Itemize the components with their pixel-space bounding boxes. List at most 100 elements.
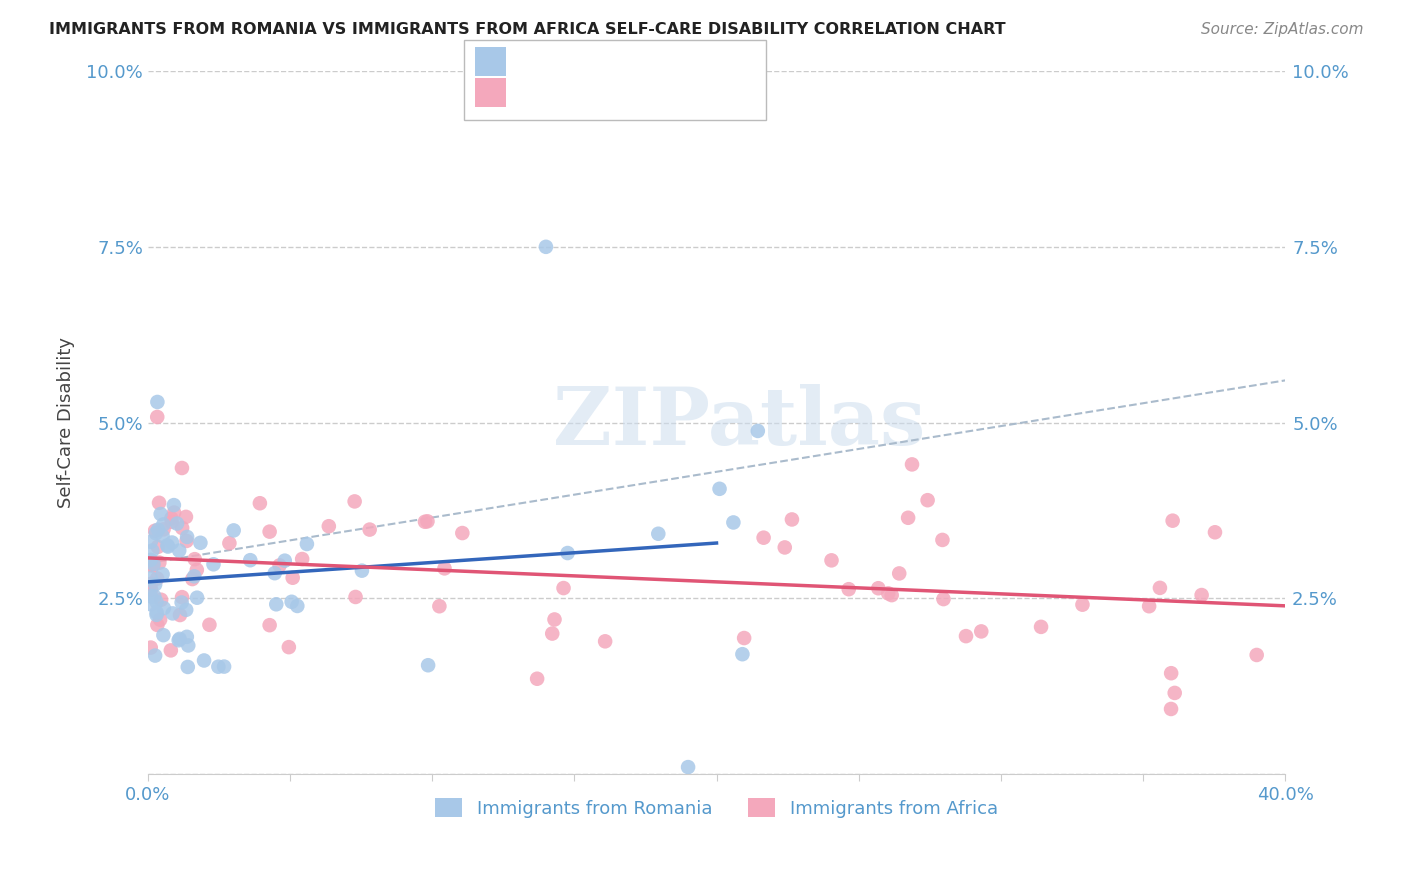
- Point: [139, 571, 162, 585]
- Point: [1137, 599, 1160, 614]
- Point: [344, 590, 367, 604]
- Point: [139, 534, 162, 549]
- Point: [152, 567, 174, 582]
- Point: [139, 640, 162, 655]
- Point: [280, 595, 302, 609]
- Point: [160, 511, 183, 525]
- Text: ZIPatlas: ZIPatlas: [553, 384, 925, 461]
- Point: [167, 633, 190, 648]
- Point: [177, 660, 200, 674]
- Point: [709, 482, 731, 496]
- Point: [553, 581, 575, 595]
- Point: [541, 626, 564, 640]
- Point: [838, 582, 860, 597]
- Point: [145, 606, 167, 620]
- Point: [167, 543, 190, 558]
- Point: [534, 240, 557, 254]
- Point: [169, 607, 191, 622]
- Point: [149, 507, 172, 521]
- Point: [291, 552, 314, 566]
- Text: R =   0.125   N = 62: R = 0.125 N = 62: [515, 53, 696, 70]
- Point: [141, 543, 163, 558]
- Point: [451, 526, 474, 541]
- Point: [880, 588, 903, 602]
- Point: [145, 595, 167, 609]
- Point: [139, 558, 162, 573]
- Point: [170, 590, 193, 604]
- Point: [218, 536, 240, 550]
- Point: [148, 496, 170, 510]
- Point: [139, 589, 162, 603]
- Y-axis label: Self-Care Disability: Self-Care Disability: [58, 337, 75, 508]
- Point: [143, 648, 166, 663]
- Point: [146, 540, 169, 554]
- Point: [152, 529, 174, 543]
- Point: [259, 524, 281, 539]
- Point: [723, 516, 745, 530]
- Text: R = -0.063   N = 79: R = -0.063 N = 79: [515, 84, 692, 102]
- Point: [146, 523, 169, 537]
- Point: [429, 599, 451, 614]
- Point: [207, 659, 229, 673]
- Point: [193, 653, 215, 667]
- Point: [1163, 686, 1185, 700]
- Point: [269, 558, 291, 573]
- Point: [901, 458, 924, 472]
- Point: [239, 553, 262, 567]
- Point: [139, 577, 162, 591]
- Point: [183, 552, 205, 566]
- Point: [350, 564, 373, 578]
- Point: [897, 510, 920, 524]
- Point: [152, 628, 174, 642]
- Point: [183, 569, 205, 583]
- Point: [731, 647, 754, 661]
- Point: [1029, 620, 1052, 634]
- Point: [359, 523, 381, 537]
- Point: [145, 526, 167, 541]
- Point: [145, 607, 167, 622]
- Point: [176, 533, 198, 548]
- Point: [148, 556, 170, 570]
- Point: [931, 533, 953, 547]
- Point: [222, 524, 245, 538]
- Point: [177, 639, 200, 653]
- Point: [259, 618, 281, 632]
- Point: [153, 601, 176, 615]
- Point: [733, 631, 755, 645]
- Point: [143, 590, 166, 604]
- Point: [1161, 514, 1184, 528]
- Point: [139, 597, 162, 611]
- Point: [146, 395, 169, 409]
- Point: [780, 512, 803, 526]
- Point: [142, 557, 165, 571]
- Point: [149, 613, 172, 627]
- Point: [163, 498, 186, 512]
- Point: [1071, 598, 1094, 612]
- Point: [1160, 666, 1182, 681]
- Point: [747, 424, 769, 438]
- Point: [163, 506, 186, 520]
- Point: [1149, 581, 1171, 595]
- Point: [143, 577, 166, 591]
- Point: [1160, 702, 1182, 716]
- Point: [526, 672, 548, 686]
- Point: [1246, 648, 1268, 662]
- Point: [160, 535, 183, 549]
- Point: [172, 521, 194, 535]
- Point: [557, 546, 579, 560]
- Point: [543, 612, 565, 626]
- Point: [1204, 525, 1226, 540]
- Point: [139, 553, 162, 567]
- Point: [181, 572, 204, 586]
- Point: [416, 658, 439, 673]
- Point: [146, 409, 169, 424]
- Point: [156, 538, 179, 552]
- Point: [169, 632, 191, 646]
- Point: [889, 566, 911, 581]
- Point: [868, 581, 890, 595]
- Point: [274, 554, 297, 568]
- Point: [318, 519, 340, 533]
- Point: [1191, 588, 1213, 602]
- Point: [416, 514, 439, 528]
- Point: [955, 629, 977, 643]
